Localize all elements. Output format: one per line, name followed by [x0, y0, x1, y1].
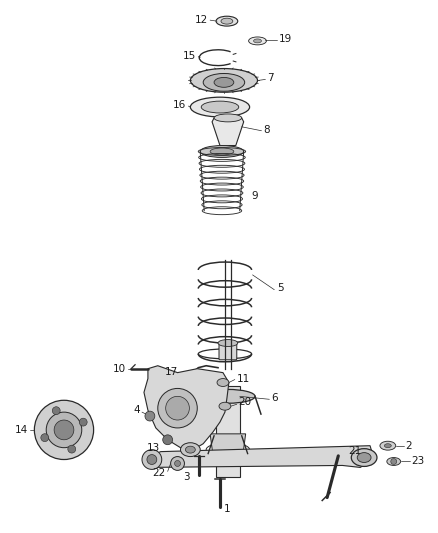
Ellipse shape	[218, 340, 238, 346]
Text: 11: 11	[237, 374, 250, 384]
Ellipse shape	[180, 443, 200, 457]
Polygon shape	[144, 366, 229, 450]
Text: 2: 2	[406, 441, 412, 451]
Circle shape	[163, 435, 173, 445]
Ellipse shape	[216, 16, 238, 26]
Ellipse shape	[351, 449, 377, 466]
Ellipse shape	[380, 441, 396, 450]
Ellipse shape	[203, 74, 245, 91]
Text: 19: 19	[279, 34, 293, 44]
Polygon shape	[146, 446, 374, 467]
Ellipse shape	[191, 69, 258, 92]
Text: 7: 7	[267, 74, 274, 84]
Text: 14: 14	[15, 425, 28, 435]
Text: 16: 16	[173, 100, 187, 110]
FancyBboxPatch shape	[219, 342, 237, 360]
Ellipse shape	[210, 148, 234, 155]
Circle shape	[41, 434, 49, 442]
Ellipse shape	[249, 37, 266, 45]
Circle shape	[175, 461, 180, 466]
Text: 6: 6	[271, 393, 278, 403]
Text: 21: 21	[348, 446, 361, 456]
Ellipse shape	[191, 97, 250, 117]
Ellipse shape	[221, 18, 233, 24]
Text: 23: 23	[412, 456, 425, 466]
Circle shape	[147, 455, 157, 464]
Circle shape	[391, 458, 397, 464]
Circle shape	[171, 457, 184, 471]
Circle shape	[158, 389, 197, 428]
Text: 9: 9	[251, 191, 258, 201]
Text: 10: 10	[113, 364, 126, 374]
Ellipse shape	[254, 39, 261, 43]
Circle shape	[142, 450, 162, 470]
Text: 13: 13	[147, 443, 160, 453]
Polygon shape	[212, 118, 244, 146]
Ellipse shape	[214, 114, 242, 122]
Circle shape	[46, 412, 82, 448]
Ellipse shape	[201, 390, 255, 403]
Circle shape	[34, 400, 94, 459]
Text: 8: 8	[263, 125, 270, 135]
Text: 12: 12	[195, 15, 208, 25]
Ellipse shape	[200, 146, 244, 157]
Circle shape	[79, 418, 87, 426]
Text: 3: 3	[183, 472, 189, 482]
Ellipse shape	[385, 444, 391, 448]
Polygon shape	[210, 434, 246, 464]
Text: 22: 22	[152, 469, 166, 478]
Circle shape	[52, 407, 60, 415]
Circle shape	[54, 420, 74, 440]
Text: 20: 20	[239, 397, 252, 407]
Circle shape	[68, 445, 76, 453]
Ellipse shape	[217, 378, 229, 386]
Circle shape	[145, 411, 155, 421]
Ellipse shape	[214, 77, 234, 87]
Text: 17: 17	[165, 367, 179, 377]
Text: 4: 4	[134, 405, 140, 415]
Ellipse shape	[219, 402, 231, 410]
Ellipse shape	[357, 453, 371, 463]
Text: 5: 5	[277, 282, 284, 293]
Text: 15: 15	[183, 51, 196, 61]
Text: 1: 1	[224, 504, 230, 514]
Ellipse shape	[201, 101, 239, 113]
Ellipse shape	[185, 446, 195, 453]
Circle shape	[166, 397, 189, 420]
Ellipse shape	[387, 457, 401, 465]
Polygon shape	[216, 386, 240, 477]
